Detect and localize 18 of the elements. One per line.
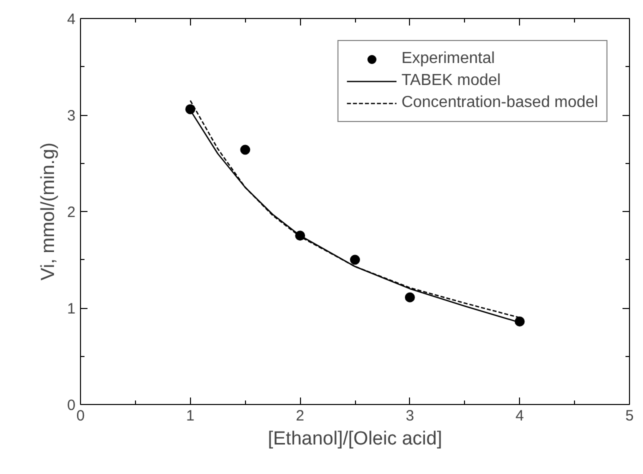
point bbox=[404, 292, 415, 302]
point bbox=[350, 254, 360, 265]
x-tick-label: 4 bbox=[516, 408, 524, 424]
x-tick-label: 1 bbox=[186, 408, 194, 424]
x-tick-label: 3 bbox=[406, 408, 414, 424]
y-tick-label: 4 bbox=[67, 11, 76, 28]
legend-label: TABEK model bbox=[401, 72, 501, 90]
y-tick-label: 1 bbox=[67, 300, 76, 318]
legend-label: Concentration-based model bbox=[401, 94, 598, 112]
point bbox=[240, 144, 250, 155]
x-tick-label: 2 bbox=[296, 408, 304, 424]
legend-label: Experimental bbox=[401, 50, 495, 68]
y-tick-label: 2 bbox=[67, 204, 76, 221]
x-tick-label: 5 bbox=[625, 408, 634, 424]
y-axis-title: Vi, mmol/(min.g) bbox=[38, 142, 60, 280]
x-axis-title: [Ethanol]/[Oleic acid] bbox=[268, 428, 442, 450]
y-tick-label: 0 bbox=[67, 397, 76, 414]
y-tick-label: 3 bbox=[67, 108, 76, 124]
